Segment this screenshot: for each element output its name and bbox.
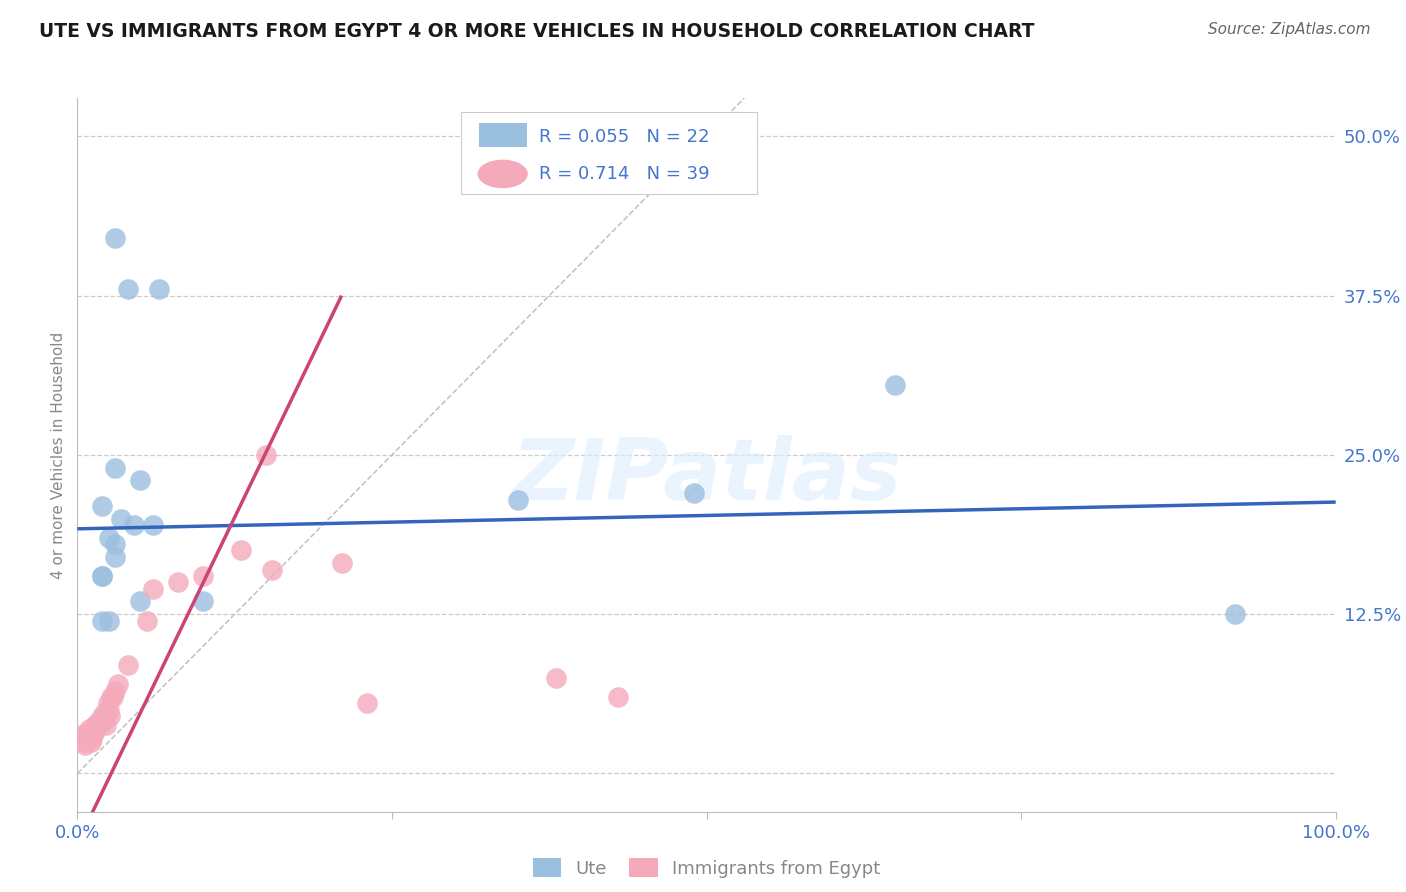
Point <box>544 671 567 685</box>
FancyBboxPatch shape <box>479 123 527 147</box>
Point <box>262 563 284 577</box>
Point <box>84 722 107 736</box>
Point <box>86 715 108 730</box>
Point <box>83 725 105 739</box>
Text: R = 0.714   N = 39: R = 0.714 N = 39 <box>538 165 710 183</box>
Point <box>96 697 118 711</box>
Point <box>506 492 529 507</box>
Point <box>91 499 114 513</box>
Point <box>75 731 97 745</box>
Point <box>77 722 100 736</box>
Point <box>110 511 132 525</box>
Point <box>1223 607 1246 622</box>
Circle shape <box>478 160 527 188</box>
Point <box>104 683 127 698</box>
Point <box>93 713 115 727</box>
Point <box>87 718 110 732</box>
Point <box>135 614 157 628</box>
Point <box>884 377 907 392</box>
Point <box>100 690 122 704</box>
Point <box>80 734 103 748</box>
Point <box>97 531 120 545</box>
Point <box>82 731 104 745</box>
Text: R = 0.055   N = 22: R = 0.055 N = 22 <box>538 128 710 146</box>
Text: UTE VS IMMIGRANTS FROM EGYPT 4 OR MORE VEHICLES IN HOUSEHOLD CORRELATION CHART: UTE VS IMMIGRANTS FROM EGYPT 4 OR MORE V… <box>39 22 1035 41</box>
Point <box>330 556 353 570</box>
Legend: Ute, Immigrants from Egypt: Ute, Immigrants from Egypt <box>526 851 887 885</box>
Point <box>607 690 630 704</box>
Point <box>167 575 190 590</box>
Point <box>73 739 96 753</box>
Point <box>91 614 114 628</box>
Point <box>104 537 127 551</box>
Point <box>97 703 120 717</box>
Point <box>91 569 114 583</box>
Point <box>117 658 139 673</box>
Point <box>89 713 111 727</box>
Point <box>254 448 277 462</box>
Point <box>191 594 215 608</box>
Point <box>117 282 139 296</box>
Point <box>90 715 112 730</box>
Point <box>129 594 152 608</box>
Point <box>98 709 121 723</box>
Point <box>84 718 107 732</box>
Point <box>76 725 98 739</box>
Point <box>129 474 152 488</box>
Point <box>683 486 706 500</box>
Point <box>356 697 378 711</box>
Point <box>70 728 93 742</box>
Point <box>104 231 127 245</box>
Text: ZIPatlas: ZIPatlas <box>512 434 901 518</box>
FancyBboxPatch shape <box>461 112 756 194</box>
Point <box>101 690 124 704</box>
Point <box>148 282 170 296</box>
Point <box>229 543 252 558</box>
Point <box>104 460 127 475</box>
Point <box>97 614 120 628</box>
Point <box>72 734 94 748</box>
Point <box>191 569 215 583</box>
Point <box>122 518 145 533</box>
Point <box>79 728 101 742</box>
Point <box>107 677 129 691</box>
Point <box>104 549 127 564</box>
Point <box>94 706 117 720</box>
Text: Source: ZipAtlas.com: Source: ZipAtlas.com <box>1208 22 1371 37</box>
Point <box>96 718 118 732</box>
Point <box>91 569 114 583</box>
Y-axis label: 4 or more Vehicles in Household: 4 or more Vehicles in Household <box>51 331 66 579</box>
Point <box>91 709 114 723</box>
Point <box>142 518 165 533</box>
Point <box>142 582 165 596</box>
